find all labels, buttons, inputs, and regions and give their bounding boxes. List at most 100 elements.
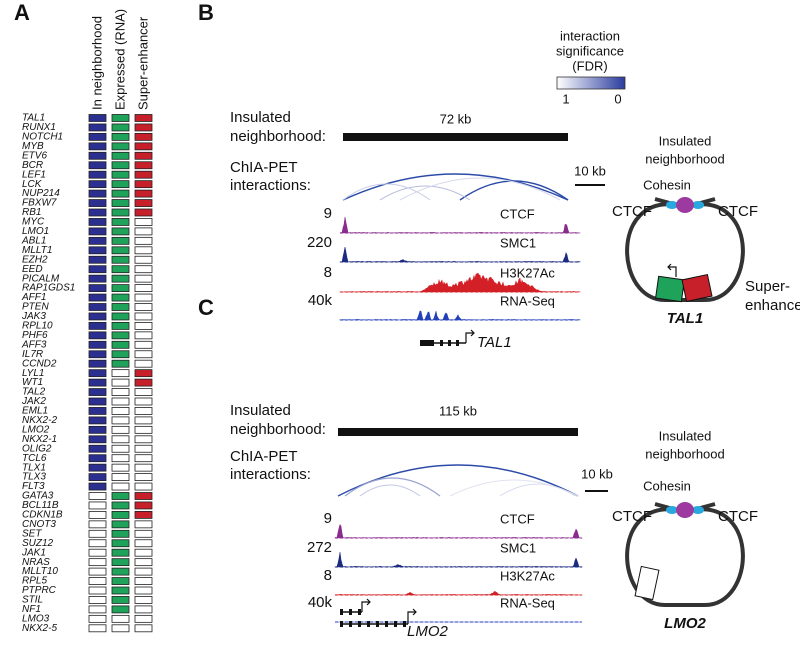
flag-box [111,114,130,122]
gene-label: IL7R [22,349,43,360]
gene-label: TLX1 [22,462,46,473]
gene-box [655,275,685,303]
flag-box [134,539,153,548]
cohesin-ring [676,197,694,213]
flag-box [88,255,107,264]
gene-label: NRAS [22,557,50,568]
gene-label: TAL2 [22,387,46,398]
signal-track [339,246,581,263]
flag-box [134,255,153,264]
flag-box [134,501,153,510]
flag-box [111,246,130,255]
flag-box [88,397,107,406]
flag-box [88,312,107,321]
flag-box [111,539,130,548]
flag-box [111,510,130,519]
flag-box [134,274,153,283]
gene-label: RPL5 [22,576,47,587]
gene-model [456,340,459,346]
legend-title: interaction [560,28,620,43]
flag-box [134,151,153,160]
tss-arrow [667,263,677,277]
gene-model [349,609,352,615]
flag-box [111,227,130,236]
tss-arrow [407,608,417,624]
column-header: In neighborhood [89,16,104,110]
schematic-title: neighborhood [645,151,725,166]
flag-box [88,265,107,274]
flag-box [134,218,153,226]
flag-box [134,312,153,321]
tss-arrow [361,598,371,612]
signal-track [339,216,581,234]
flag-box [134,132,153,141]
gene-model [367,621,370,627]
gene-label: SUZ12 [22,538,54,549]
flag-box [111,501,130,510]
flag-box [111,142,130,151]
flag-box [134,208,153,217]
flag-box [134,359,153,368]
gene-label: TAL1 [22,113,45,124]
flag-box [88,614,107,623]
flag-box [88,331,107,340]
flag-box [134,284,153,293]
flag-box [88,161,107,170]
flag-box [88,227,107,236]
flag-box [88,236,107,245]
track-max: 40k [308,292,333,309]
gene-label: LCK [22,179,43,190]
signal-track [339,310,581,321]
enhancer-box [681,273,713,303]
flag-box [88,378,107,387]
flag-box [111,161,130,170]
flag-box [134,265,153,274]
gene-label: SET [22,528,42,539]
gene-label: ETV6 [22,150,47,161]
track-max: 9 [324,205,332,222]
flag-box [88,142,107,151]
interaction-arc [342,173,569,201]
flag-box [111,340,130,349]
legend-title: (FDR) [572,58,607,73]
flag-box [134,473,153,482]
neighborhood-bar [343,133,568,141]
flag-box [111,482,130,491]
flag-box [88,132,107,141]
gene-label: FBXW7 [22,198,57,209]
gene-label: AFF3 [21,339,47,350]
signal-track [334,524,583,539]
flag-box [88,303,107,311]
flag-box [88,284,107,293]
tss-arrow [465,329,475,343]
ctcf-protein [666,506,678,514]
signal-track [334,552,583,568]
flag-box [111,123,130,132]
flag-box [134,303,153,311]
flag-box [111,529,130,538]
gene-label: CNOT3 [22,519,56,530]
flag-box [88,274,107,283]
ctcf-label: CTCF [612,203,652,220]
gene-label: LMO1 [22,226,49,237]
schematic-gene: TAL1 [667,310,703,327]
flag-box [88,218,107,226]
gene-model [376,621,379,627]
flag-box [111,454,130,463]
gene-model [394,621,397,627]
flag-box [111,567,130,576]
flag-box [88,454,107,463]
ctcf-label: CTCF [612,508,652,525]
flag-box [111,444,130,453]
gene-label: TLX3 [22,472,46,483]
track-name: CTCF [500,206,535,221]
flag-box [111,151,130,160]
flag-box [88,151,107,160]
flag-box [111,388,130,396]
flag-box [111,312,130,321]
flag-box [134,577,153,585]
flag-box [134,161,153,170]
signal-track [339,272,581,293]
flag-box [134,397,153,406]
gene-model [358,609,361,615]
